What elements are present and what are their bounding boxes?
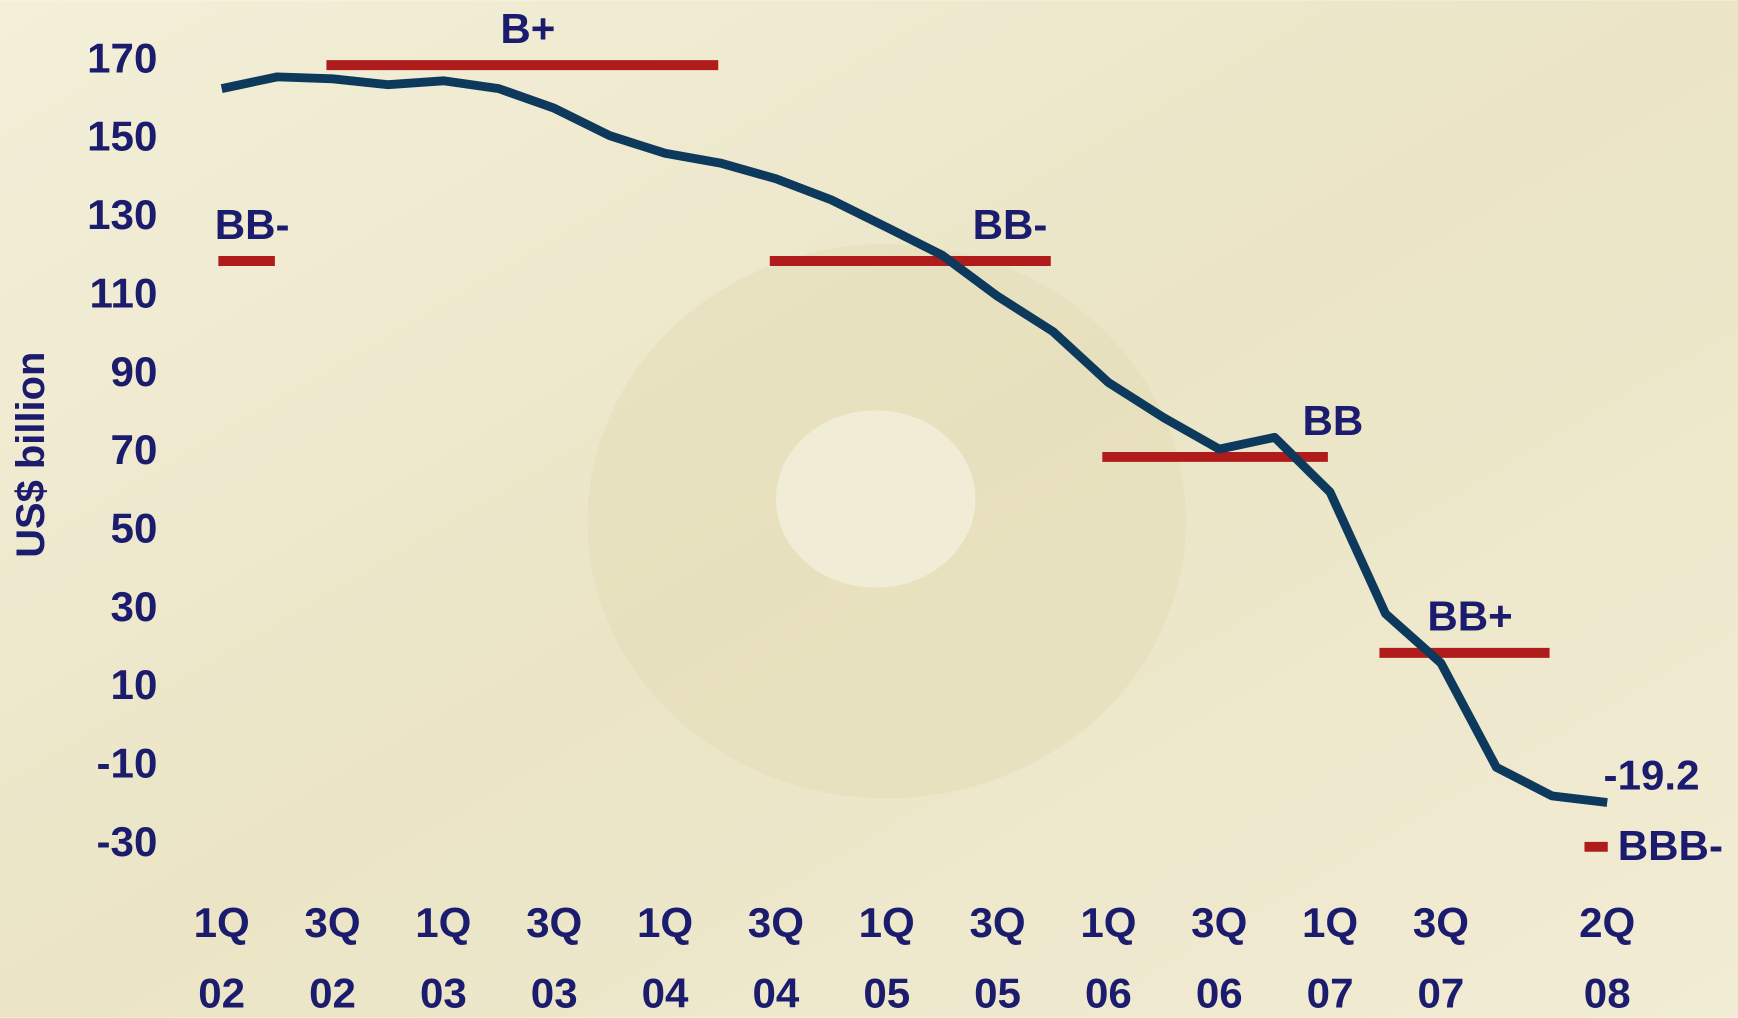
y-tick-label: 90 (111, 348, 158, 395)
rating-label: BB+ (1427, 593, 1512, 640)
y-tick-label: -10 (97, 740, 158, 787)
x-tick-label: 1Q 05 (859, 899, 915, 1017)
y-tick-label: 30 (111, 583, 158, 630)
y-tick-label: 10 (111, 661, 158, 708)
rating-label: BB- (215, 201, 290, 248)
y-tick-label: 110 (89, 269, 157, 316)
decoration (775, 410, 976, 588)
y-axis-label: US$ billion (9, 352, 53, 558)
y-tick-label: 170 (87, 34, 157, 81)
x-tick-label: 3Q 05 (969, 899, 1025, 1017)
x-tick-label: 3Q 04 (748, 899, 804, 1017)
y-tick-label: 50 (111, 505, 158, 552)
x-tick-label: 1Q 04 (637, 899, 693, 1017)
rating-label: B+ (500, 5, 555, 52)
x-tick-label: 3Q 02 (304, 899, 360, 1017)
x-tick-label: 1Q 07 (1302, 899, 1358, 1017)
x-tick-label: 2Q 08 (1579, 899, 1635, 1017)
rating-label: BB- (973, 201, 1048, 248)
data-line (220, 72, 1608, 807)
x-tick-label: 3Q 07 (1413, 899, 1469, 1017)
y-tick-label: 130 (87, 191, 157, 238)
rating-label: BB (1303, 397, 1364, 444)
x-tick-label: 1Q 02 (194, 899, 250, 1017)
y-tick-label: -30 (97, 818, 158, 865)
x-tick-label: 1Q 03 (415, 899, 471, 1017)
x-tick-label: 3Q 06 (1191, 899, 1247, 1017)
y-tick-label: 150 (87, 113, 157, 160)
x-tick-label: 1Q 06 (1080, 899, 1136, 1017)
data-label: -19.2 (1604, 751, 1700, 798)
y-tick-label: 70 (111, 426, 158, 473)
rating-label: BBB- (1618, 822, 1723, 869)
x-tick-label: 3Q 03 (526, 899, 582, 1017)
